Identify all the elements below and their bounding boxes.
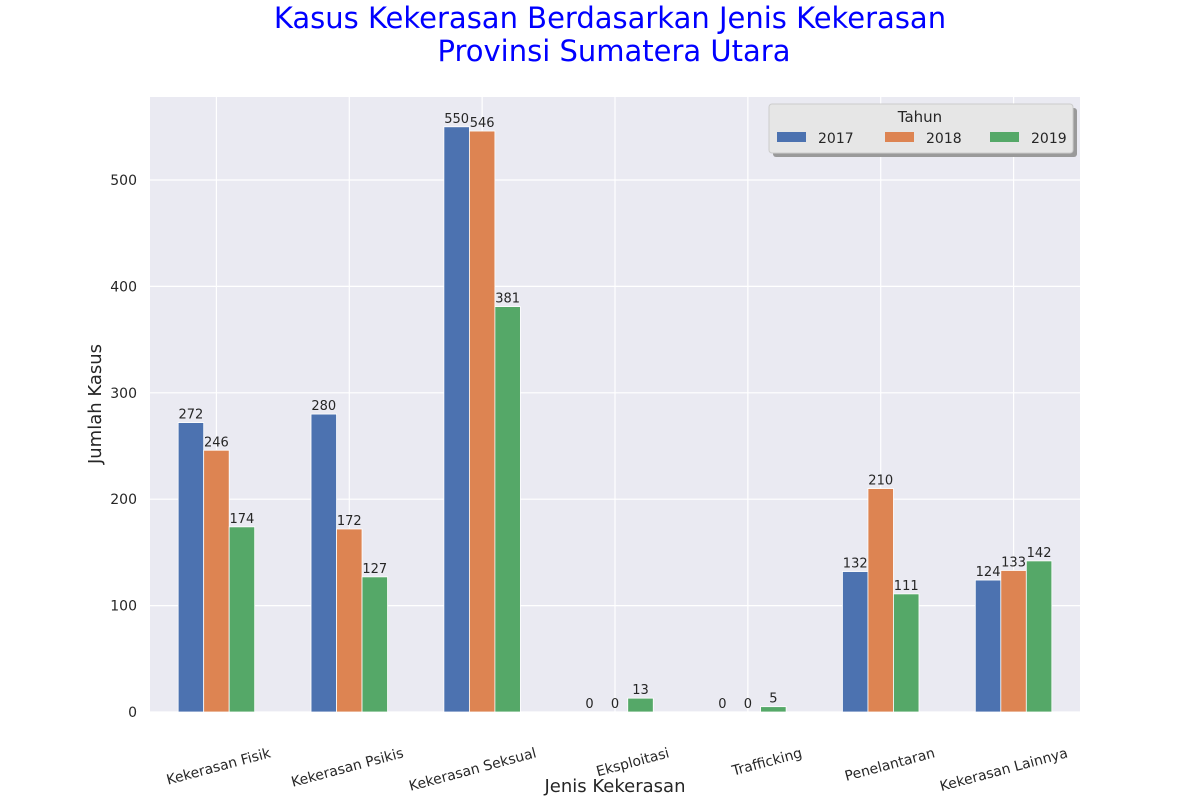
bar <box>867 488 894 713</box>
bar <box>494 306 521 713</box>
y-tick-label: 300 <box>110 386 137 402</box>
legend-entry-label: 2018 <box>926 131 962 147</box>
legend-title: Tahun <box>897 108 942 126</box>
y-tick-label: 400 <box>110 279 137 295</box>
bar-value-label: 210 <box>868 474 893 489</box>
legend-entry-label: 2017 <box>818 131 854 147</box>
legend: Tahun 2017 2018 2019 <box>768 103 1077 157</box>
bar <box>336 528 363 713</box>
bar-value-label: 132 <box>843 557 868 572</box>
x-tick-label: Kekerasan Seksual <box>407 745 538 794</box>
bars <box>177 126 1053 713</box>
bar <box>443 126 470 713</box>
bar-value-label: 124 <box>976 565 1001 580</box>
bar <box>310 413 337 713</box>
bar-value-label: 127 <box>362 562 387 577</box>
bar <box>760 706 787 713</box>
x-tick-label: Kekerasan Psikis <box>290 745 406 790</box>
bar <box>177 422 205 713</box>
bar-value-label: 133 <box>1001 555 1026 570</box>
bar-value-label: 172 <box>337 514 362 529</box>
y-tick-label: 200 <box>110 492 137 508</box>
bar <box>468 130 496 713</box>
bar-value-label: 381 <box>495 292 520 307</box>
x-tick-label: Penelantaran <box>843 745 937 784</box>
bar-value-label: 13 <box>632 683 649 698</box>
y-tick-label: 0 <box>128 705 137 721</box>
bar <box>893 593 920 713</box>
legend-swatch <box>885 132 914 142</box>
x-tick-label: Kekerasan Lainnya <box>938 745 1069 795</box>
bar <box>842 571 869 713</box>
bar <box>1000 570 1027 713</box>
y-axis-ticks: 0 100 200 300 400 500 <box>110 173 137 721</box>
legend-swatch <box>990 132 1019 142</box>
x-axis-label: Jenis Kekerasan <box>544 776 686 797</box>
bar-labels: 272 280 550 0 0 132 124 246 172 546 0 0 210 133 174 127… <box>179 112 1052 712</box>
bar-value-label: 246 <box>204 435 229 450</box>
bar-value-label: 550 <box>444 112 469 127</box>
bar <box>361 576 388 713</box>
bar <box>627 697 654 713</box>
chart-title-line-1: Kasus Kekerasan Berdasarkan Jenis Kekera… <box>274 1 946 35</box>
bar-value-label: 546 <box>470 116 495 131</box>
bar <box>974 579 1002 713</box>
y-tick-label: 500 <box>110 173 137 189</box>
bar-value-label: 0 <box>744 697 752 712</box>
bar <box>203 449 230 713</box>
y-axis-label: Jumlah Kasus <box>85 344 106 465</box>
bar-value-label: 272 <box>179 408 204 423</box>
bar-value-label: 142 <box>1027 546 1052 561</box>
legend-entry-label: 2019 <box>1031 131 1067 147</box>
bar-value-label: 0 <box>585 697 593 712</box>
bar-value-label: 280 <box>311 399 336 414</box>
bar <box>1025 560 1053 713</box>
bar <box>228 526 256 713</box>
legend-swatch <box>777 132 806 142</box>
chart-title-line-2: Provinsi Sumatera Utara <box>438 34 791 68</box>
x-tick-label: Kekerasan Fisik <box>165 745 273 788</box>
bar-value-label: 0 <box>718 697 726 712</box>
y-tick-label: 100 <box>110 599 137 615</box>
bar-value-label: 174 <box>230 512 255 527</box>
bar-value-label: 0 <box>611 697 619 712</box>
x-tick-label: Eksploitasi <box>595 745 671 780</box>
bar-value-label: 5 <box>769 692 777 707</box>
bar-value-label: 111 <box>894 579 919 594</box>
x-tick-label: Trafficking <box>729 745 803 779</box>
legend-items: 2017 2018 2019 <box>777 131 1067 147</box>
